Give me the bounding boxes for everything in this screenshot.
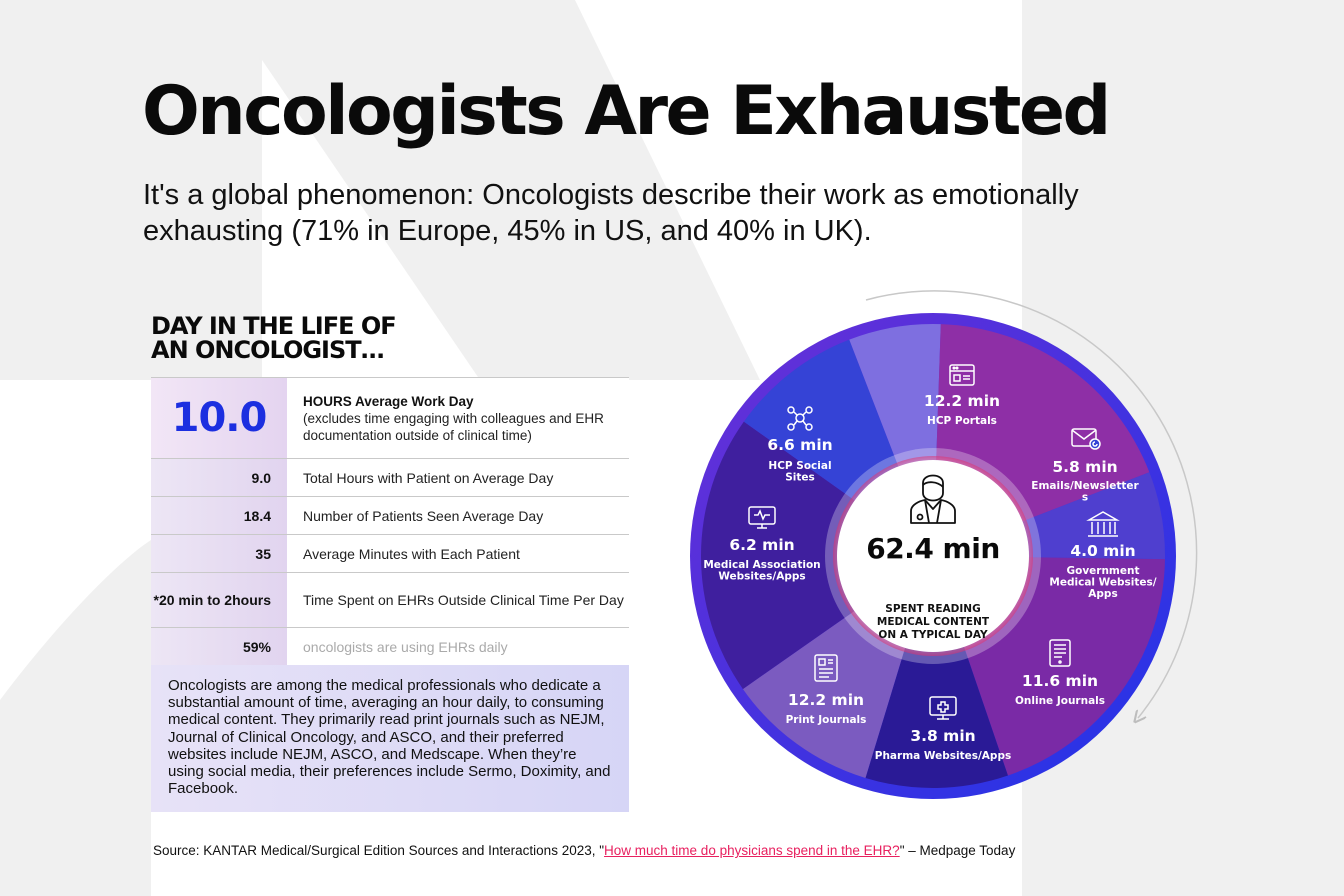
segment-name-label: Online Journals (1015, 695, 1105, 707)
donut-segment (742, 611, 906, 778)
segment-value-label: 11.6 min (1022, 672, 1098, 690)
segment-value-label: 6.2 min (729, 536, 794, 554)
summary-box: Oncologists are among the medical profes… (151, 665, 629, 812)
segment-name-label: Emails/Newsletter (1031, 480, 1139, 492)
center-total: 62.4 min (866, 532, 1000, 565)
portal-icon (949, 364, 975, 386)
stat-value-line2: hours (232, 591, 271, 608)
segment-value-label: 12.2 min (924, 392, 1000, 410)
stat-value-hours: 10.0 (151, 378, 287, 458)
stat-label: Number of Patients Seen Average Day (287, 497, 629, 534)
stat-row-hours: 10.0 HOURS Average Work Day (excludes ti… (151, 377, 629, 458)
stat-value: 9.0 (151, 459, 287, 496)
source-suffix: " – Medpage Today (899, 843, 1016, 858)
day-in-life-heading: DAY IN THE LIFE OF AN ONCOLOGIST… (151, 312, 397, 364)
stat-row-ehr-time: *20 min to 2 hours Time Spent on EHRs Ou… (151, 572, 629, 627)
donut-segment (865, 646, 1008, 788)
stat-label: Time Spent on EHRs Outside Clinical Time… (287, 573, 629, 627)
day-heading-line1: DAY IN THE LIFE OF (151, 312, 397, 340)
newspaper-icon (814, 654, 838, 682)
stat-value: 18.4 (151, 497, 287, 534)
source-note: Source: KANTAR Medical/Surgical Edition … (153, 843, 1015, 858)
segment-value-label: 12.2 min (788, 691, 864, 709)
center-caption-line2: MEDICAL CONTENT (877, 616, 990, 628)
segment-name-label: Medical Association (703, 559, 820, 571)
segment-name-label: Government (1066, 565, 1139, 577)
segment-name-label: Websites/Apps (718, 571, 805, 583)
doctor-icon (910, 474, 956, 524)
page-title: Oncologists Are Exhausted (142, 72, 1111, 151)
stat-label: Average Minutes with Each Patient (287, 535, 629, 572)
segment-value-label: 3.8 min (910, 727, 975, 745)
center-caption-line3: ON A TYPICAL DAY (878, 629, 988, 641)
segment-name-label: Sites (785, 472, 815, 484)
stat-label: oncologists are using EHRs daily (287, 628, 629, 665)
stat-value: 59% (151, 628, 287, 665)
segment-value-label: 6.6 min (767, 436, 832, 454)
donut-segment (1022, 472, 1165, 560)
direction-arrow (865, 290, 1198, 718)
segment-name-label: s (1082, 492, 1088, 504)
donut-segment (849, 324, 941, 467)
segment-value-label: 4.0 min (1070, 542, 1135, 560)
stat-value-line1: *20 min to 2 (153, 591, 233, 608)
email-icon (1071, 428, 1101, 450)
center-caption-line1: SPENT READING (885, 603, 980, 615)
stat-label: Total Hours with Patient on Average Day (287, 459, 629, 496)
hours-note: (excludes time engaging with colleagues … (303, 410, 604, 443)
segment-name-label: Print Journals (786, 714, 867, 726)
stat-row-patient-hours: 9.0 Total Hours with Patient on Average … (151, 458, 629, 496)
segment-name-label: Pharma Websites/Apps (875, 750, 1011, 762)
social-network-icon (787, 406, 813, 431)
stat-value: *20 min to 2 hours (151, 573, 287, 627)
donut-segment (700, 421, 855, 690)
segment-name-label: Medical Websites/ (1049, 577, 1156, 589)
segment-labels: 12.2 min HCP Portals 5.8 min Emails/Newslet… (703, 364, 1157, 762)
segment-name-label: Apps (1088, 588, 1117, 600)
pharma-app-icon (929, 696, 957, 720)
stat-row-ehr-usage: 59% oncologists are using EHRs daily (151, 627, 629, 666)
segment-name-label: HCP Social (768, 460, 831, 472)
monitor-icon (748, 506, 776, 529)
stat-value: 35 (151, 535, 287, 572)
segment-value-label: 5.8 min (1052, 458, 1117, 476)
day-heading-line2: AN ONCOLOGIST… (151, 336, 385, 364)
source-prefix: Source: KANTAR Medical/Surgical Edition … (153, 843, 605, 858)
stat-row-patients-seen: 18.4 Number of Patients Seen Average Day (151, 496, 629, 534)
donut-segment (743, 339, 899, 501)
donut-segment (936, 324, 1150, 522)
government-building-icon (1086, 511, 1120, 537)
source-link[interactable]: How much time do physicians spend in the… (604, 843, 900, 858)
online-journal-icon (1049, 639, 1071, 667)
donut-center (837, 460, 1029, 652)
stat-row-minutes-per-patient: 35 Average Minutes with Each Patient (151, 534, 629, 572)
page-subtitle: It's a global phenomenon: Oncologists de… (143, 179, 1079, 247)
stats-table: 10.0 HOURS Average Work Day (excludes ti… (151, 377, 629, 666)
hours-title: HOURS Average Work Day (303, 393, 474, 409)
segment-name-label: HCP Portals (927, 415, 997, 427)
stat-desc-hours: HOURS Average Work Day (excludes time en… (287, 378, 629, 458)
